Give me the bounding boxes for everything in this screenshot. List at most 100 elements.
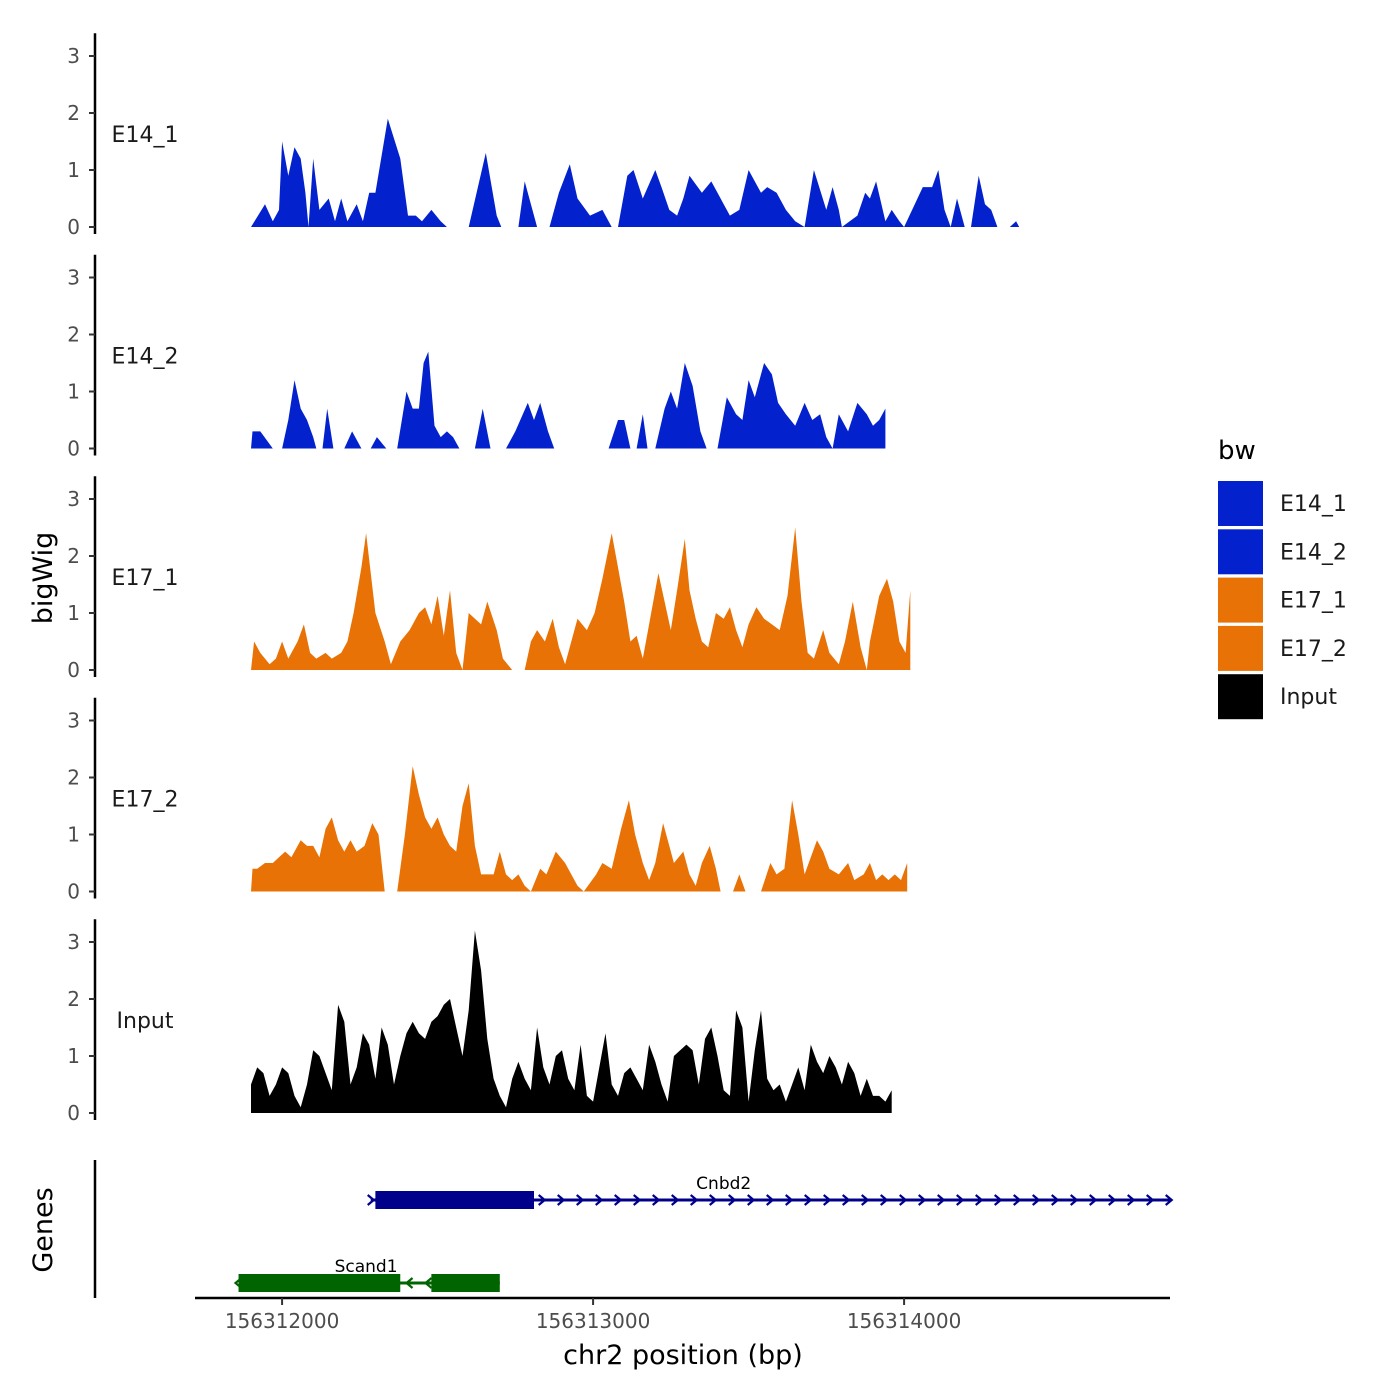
x-tick-label: 156313000 — [536, 1309, 651, 1333]
track-label: E17_1 — [112, 566, 179, 591]
strand-chevron — [614, 1194, 623, 1206]
y-tick-label: 2 — [67, 987, 80, 1011]
strand-chevron — [1070, 1194, 1079, 1206]
legend-label: E17_2 — [1280, 637, 1347, 662]
strand-chevron — [1051, 1194, 1060, 1206]
gene-Scand1: Scand1 — [233, 1257, 500, 1292]
strand-chevron — [918, 1194, 927, 1206]
strand-chevron — [233, 1277, 243, 1289]
y-tick-label: 3 — [67, 487, 80, 511]
y-tick-label: 3 — [67, 930, 80, 954]
y-tick-label: 0 — [67, 1101, 80, 1125]
gene-exon — [238, 1274, 401, 1292]
strand-chevron — [1089, 1194, 1098, 1206]
track-label: Input — [117, 1009, 174, 1034]
y-tick-label: 0 — [67, 437, 80, 461]
strand-chevron — [538, 1194, 547, 1206]
coverage-tracks: 0 1 2 3 E14_1 0 1 2 3 E14_2 0 1 2 3 E17_1 0 1 2 3 E17_2 0 1 2 3… — [67, 33, 1020, 1125]
track-E17_2: 0 1 2 3 E17_2 — [67, 697, 908, 904]
track-label: E14_1 — [112, 123, 179, 148]
y-tick-label: 1 — [67, 380, 80, 404]
legend-title: bw — [1218, 436, 1256, 466]
strand-chevron — [423, 1277, 433, 1289]
x-axis-title: chr2 position (bp) — [563, 1340, 803, 1371]
strand-chevron — [709, 1194, 718, 1206]
legend-swatch — [1218, 481, 1263, 526]
strand-chevron — [1127, 1194, 1136, 1206]
track-E14_2: 0 1 2 3 E14_2 — [67, 254, 886, 461]
strand-chevron — [785, 1194, 794, 1206]
x-tick-label: 156312000 — [225, 1309, 340, 1333]
coverage-area-E17_1 — [251, 527, 911, 670]
x-tick-label: 156314000 — [847, 1309, 962, 1333]
strand-chevron — [861, 1194, 870, 1206]
y-tick-label: 1 — [67, 158, 80, 182]
strand-chevron — [595, 1194, 604, 1206]
gene-label: Scand1 — [335, 1257, 398, 1277]
strand-chevron — [671, 1194, 680, 1206]
strand-chevron — [404, 1277, 414, 1289]
strand-chevron — [880, 1194, 889, 1206]
y-tick-label: 3 — [67, 709, 80, 733]
track-label: E14_2 — [112, 345, 179, 370]
gene-label: Cnbd2 — [696, 1174, 751, 1194]
legend-label: Input — [1280, 685, 1337, 710]
y-axis-title: bigWig — [28, 532, 59, 625]
strand-chevron — [766, 1194, 775, 1206]
y-tick-label: 1 — [67, 601, 80, 625]
gene-Cnbd2: Cnbd2 — [367, 1174, 1174, 1209]
strand-chevron — [1108, 1194, 1117, 1206]
track-E17_1: 0 1 2 3 E17_1 — [67, 476, 911, 682]
y-tick-label: 0 — [67, 215, 80, 239]
strand-chevron — [1013, 1194, 1022, 1206]
strand-chevron — [956, 1194, 965, 1206]
strand-chevron — [1165, 1194, 1174, 1206]
legend-swatch — [1218, 577, 1263, 623]
strand-chevron — [937, 1194, 946, 1206]
strand-chevron — [690, 1194, 699, 1206]
strand-chevron — [1146, 1194, 1155, 1206]
track-E14_1: 0 1 2 3 E14_1 — [67, 33, 1020, 239]
y-tick-label: 0 — [67, 658, 80, 682]
y-tick-label: 3 — [67, 266, 80, 290]
gene-exon — [431, 1274, 500, 1292]
y-tick-label: 1 — [67, 823, 80, 847]
strand-chevron — [652, 1194, 661, 1206]
y-tick-label: 2 — [67, 766, 80, 790]
legend-label: E14_1 — [1280, 492, 1347, 517]
legend: bw E14_1 E14_2 E17_1 E17_2 Input — [1218, 436, 1347, 720]
strand-chevron — [842, 1194, 851, 1206]
strand-chevron — [975, 1194, 984, 1206]
coverage-area-Input — [251, 930, 892, 1113]
legend-swatch — [1218, 625, 1263, 671]
track-label: E17_2 — [112, 788, 179, 813]
strand-chevron — [804, 1194, 813, 1206]
legend-swatch — [1218, 529, 1263, 575]
strand-chevron — [633, 1194, 642, 1206]
genes-panel-label: Genes — [28, 1187, 59, 1272]
strand-chevron — [367, 1194, 376, 1206]
y-tick-label: 0 — [67, 880, 80, 904]
legend-label: E17_1 — [1280, 589, 1347, 614]
strand-chevron — [823, 1194, 832, 1206]
legend-label: E14_2 — [1280, 540, 1347, 565]
strand-chevron — [899, 1194, 908, 1206]
track-Input: 0 1 2 3 Input — [67, 919, 892, 1125]
y-tick-label: 3 — [67, 44, 80, 68]
coverage-area-E14_1 — [251, 118, 1020, 227]
strand-chevron — [728, 1194, 737, 1206]
strand-chevron — [576, 1194, 585, 1206]
y-tick-label: 2 — [67, 323, 80, 347]
legend-swatch — [1218, 674, 1263, 720]
x-axis: 156312000 156313000 156314000 — [195, 1296, 1170, 1333]
y-tick-label: 1 — [67, 1044, 80, 1068]
gene-exon — [375, 1191, 534, 1209]
strand-chevron — [1032, 1194, 1041, 1206]
coverage-area-E14_2 — [251, 351, 886, 449]
coverage-area-E17_2 — [251, 766, 908, 892]
strand-chevron — [747, 1194, 756, 1206]
y-tick-label: 2 — [67, 101, 80, 125]
strand-chevron — [994, 1194, 1003, 1206]
